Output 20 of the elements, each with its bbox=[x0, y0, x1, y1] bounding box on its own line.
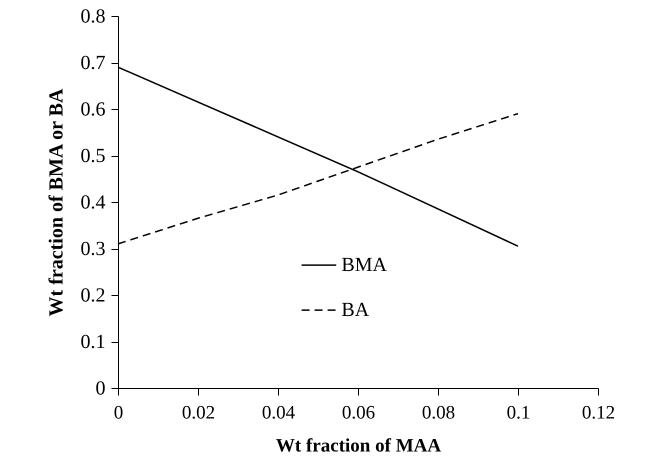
y-tick-label: 0.6 bbox=[80, 98, 106, 120]
x-tick-label: 0.06 bbox=[342, 402, 376, 424]
y-tick-label: 0.1 bbox=[80, 331, 106, 353]
y-tick-label: 0.2 bbox=[80, 284, 106, 306]
x-tick-label: 0 bbox=[114, 402, 124, 424]
x-axis-title: Wt fraction of MAA bbox=[276, 436, 442, 456]
y-axis-title: Wt fraction of BMA or BA bbox=[46, 88, 68, 316]
x-tick-label: 0.02 bbox=[182, 402, 216, 424]
legend-label: BMA bbox=[341, 254, 388, 276]
y-tick-label: 0.7 bbox=[80, 52, 106, 74]
y-tick-label: 0.5 bbox=[80, 145, 106, 167]
y-tick-label: 0.4 bbox=[80, 192, 106, 214]
legend-label: BA bbox=[341, 299, 370, 322]
x-tick-label: 0.1 bbox=[506, 402, 530, 424]
x-tick-label: 0.08 bbox=[422, 402, 456, 424]
x-tick-label: 0.12 bbox=[582, 402, 616, 424]
y-tick-label: 0.3 bbox=[80, 238, 106, 260]
y-tick-label: 0.8 bbox=[80, 6, 106, 28]
y-tick-label: 0 bbox=[96, 378, 106, 400]
x-tick-label: 0.04 bbox=[262, 402, 296, 424]
